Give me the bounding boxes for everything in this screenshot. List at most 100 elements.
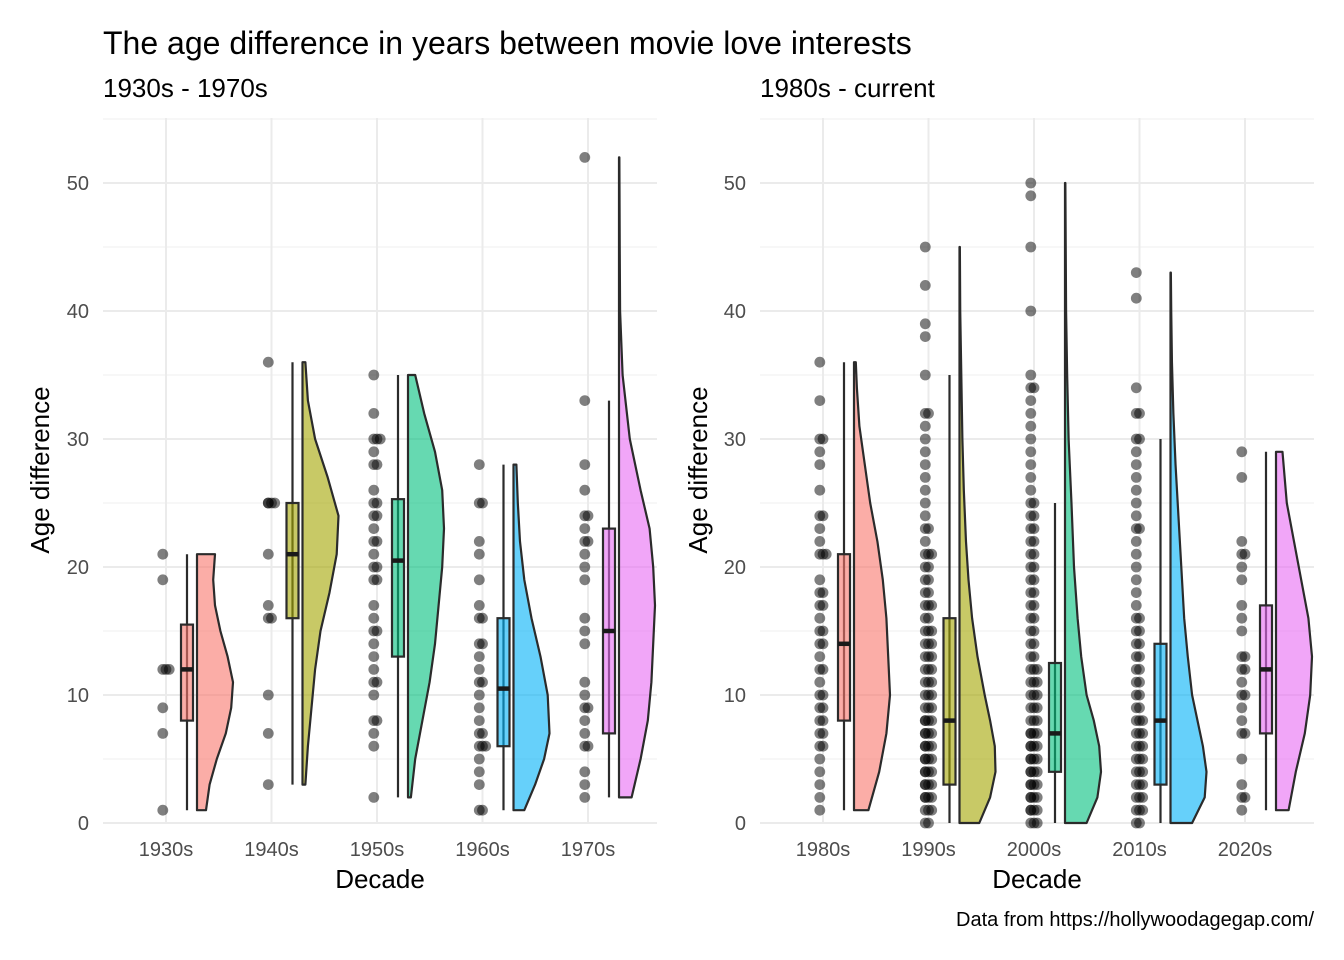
data-point bbox=[368, 651, 380, 662]
x-tick-label: 2010s bbox=[1112, 839, 1167, 861]
data-point bbox=[919, 459, 931, 470]
data-point bbox=[1028, 587, 1040, 598]
right-panel-subtitle: 1980s - current bbox=[760, 73, 936, 103]
data-point bbox=[919, 740, 931, 752]
data-point bbox=[579, 779, 591, 790]
data-point bbox=[1130, 536, 1142, 547]
data-point bbox=[1236, 625, 1248, 637]
series-1970s bbox=[579, 152, 657, 803]
data-point bbox=[266, 612, 277, 624]
data-point bbox=[814, 536, 826, 547]
data-point bbox=[919, 369, 931, 381]
data-point bbox=[579, 676, 591, 688]
data-point bbox=[926, 664, 938, 675]
data-point bbox=[262, 728, 274, 739]
x-tick-label: 1990s bbox=[901, 839, 956, 861]
data-point bbox=[1134, 651, 1145, 662]
data-point bbox=[1031, 817, 1043, 829]
data-point bbox=[1130, 574, 1142, 586]
y-tick-label: 40 bbox=[67, 301, 89, 323]
data-point bbox=[814, 779, 826, 790]
data-point bbox=[1031, 689, 1043, 701]
data-point bbox=[371, 676, 383, 688]
data-point bbox=[1130, 510, 1142, 522]
data-point bbox=[919, 241, 931, 253]
data-point bbox=[1137, 766, 1149, 778]
data-point bbox=[368, 792, 380, 803]
data-point bbox=[919, 433, 931, 445]
data-point bbox=[368, 740, 380, 752]
y-tick-label: 30 bbox=[724, 429, 746, 451]
data-point bbox=[923, 523, 934, 534]
data-point bbox=[368, 446, 380, 458]
data-point bbox=[579, 395, 591, 406]
data-point bbox=[1130, 484, 1142, 496]
violin-1980s bbox=[852, 361, 892, 812]
violin-1940s bbox=[301, 361, 340, 786]
box-1930s bbox=[179, 623, 195, 722]
data-point bbox=[368, 523, 380, 534]
data-point bbox=[579, 548, 591, 560]
data-point bbox=[473, 715, 485, 726]
data-point bbox=[1130, 548, 1142, 560]
data-point bbox=[1239, 728, 1251, 739]
data-point bbox=[374, 433, 386, 445]
data-point bbox=[1028, 600, 1040, 611]
data-point bbox=[1134, 664, 1145, 675]
data-point bbox=[1239, 651, 1251, 662]
data-point bbox=[1239, 664, 1251, 675]
data-point bbox=[473, 548, 485, 560]
series-1990s bbox=[919, 241, 997, 829]
series-2020s bbox=[1236, 446, 1314, 816]
data-point bbox=[1134, 625, 1145, 637]
data-point bbox=[1236, 472, 1248, 483]
violin-1950s bbox=[406, 373, 446, 799]
data-point bbox=[477, 497, 488, 509]
data-point bbox=[1025, 779, 1037, 790]
data-point bbox=[579, 625, 591, 637]
data-point bbox=[368, 689, 380, 701]
data-point bbox=[814, 612, 826, 624]
data-point bbox=[1134, 433, 1145, 445]
left-x-axis-title: Decade bbox=[335, 864, 425, 894]
series-1930s bbox=[157, 548, 235, 816]
chart-title: The age difference in years between movi… bbox=[103, 25, 912, 61]
data-point bbox=[371, 715, 383, 726]
data-point bbox=[473, 651, 485, 662]
data-point bbox=[1025, 420, 1037, 432]
box-1980s bbox=[836, 553, 852, 722]
data-point bbox=[371, 459, 383, 470]
data-point bbox=[1137, 804, 1149, 816]
data-point bbox=[817, 728, 829, 739]
data-point bbox=[923, 817, 934, 829]
data-point bbox=[1025, 433, 1037, 445]
data-point bbox=[368, 600, 380, 611]
data-point bbox=[817, 510, 829, 522]
left-panel: 0 10 20 30 40 50 1930s 1940s 1950s 1960s 1970s bbox=[67, 118, 657, 861]
right-x-axis-title: Decade bbox=[992, 864, 1082, 894]
data-point bbox=[371, 574, 383, 586]
box-1940s bbox=[285, 501, 300, 620]
data-point bbox=[262, 356, 274, 368]
data-point bbox=[1134, 817, 1145, 829]
data-point bbox=[579, 561, 591, 573]
data-point bbox=[1134, 523, 1145, 534]
data-point bbox=[817, 625, 829, 637]
data-point bbox=[579, 523, 591, 534]
data-point bbox=[473, 600, 485, 611]
data-point bbox=[473, 702, 485, 714]
violin-2020s bbox=[1274, 450, 1314, 812]
right-y-axis-title: Age difference bbox=[683, 386, 713, 553]
data-point bbox=[817, 740, 829, 752]
y-tick-label: 30 bbox=[67, 429, 89, 451]
data-point bbox=[579, 715, 591, 726]
violin-1990s bbox=[958, 245, 997, 825]
data-point bbox=[1025, 369, 1037, 381]
left-panel-subtitle: 1930s - 1970s bbox=[103, 73, 268, 103]
data-point bbox=[163, 664, 175, 675]
data-point bbox=[1031, 715, 1043, 726]
data-point bbox=[814, 574, 826, 586]
data-point bbox=[1028, 561, 1040, 573]
data-point bbox=[579, 638, 591, 650]
